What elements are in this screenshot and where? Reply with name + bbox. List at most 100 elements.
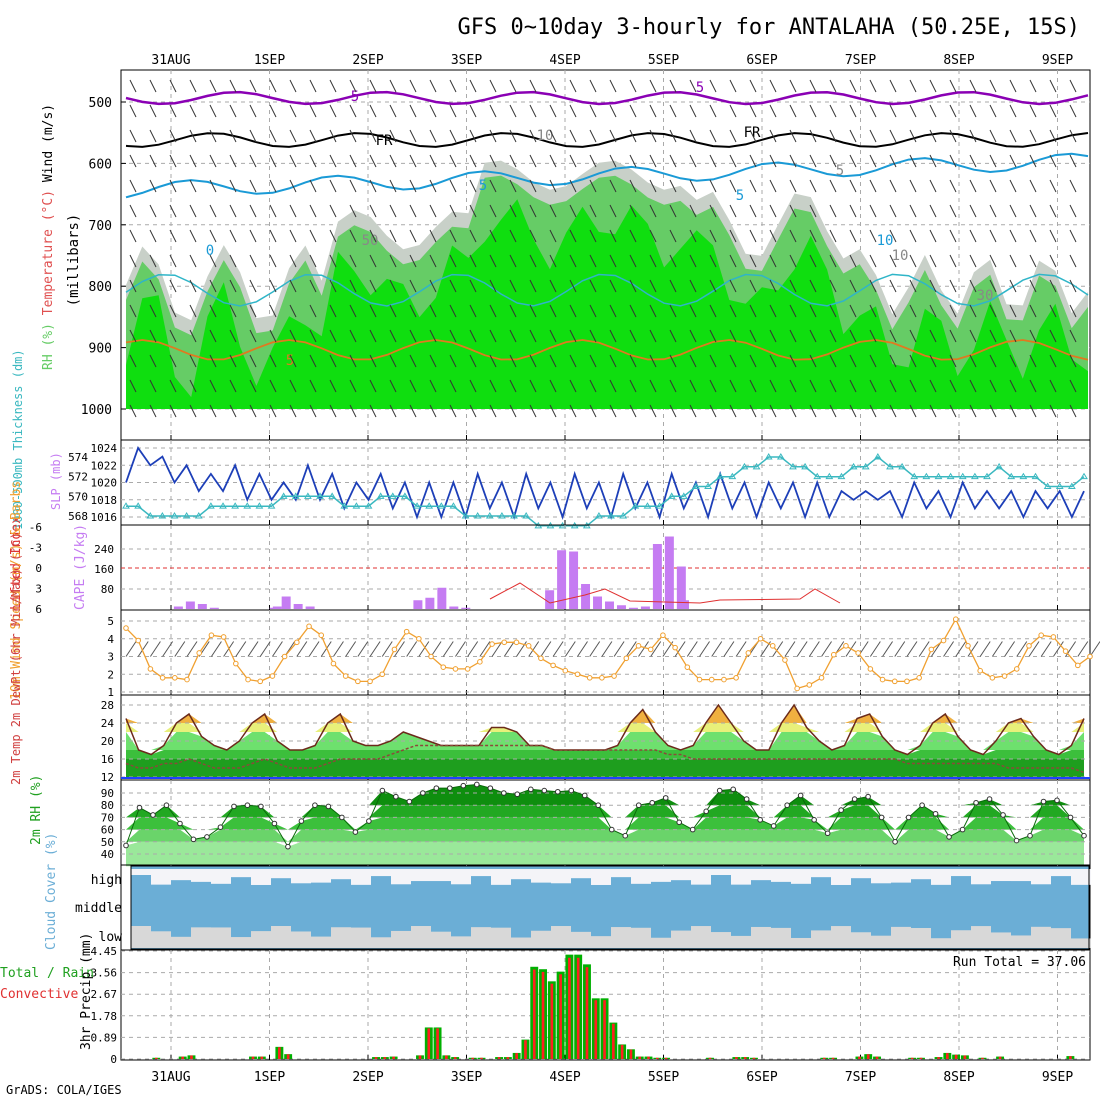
thickness-marker [1031, 472, 1040, 480]
wind-barb [209, 279, 217, 293]
wind-barb [969, 379, 977, 393]
wind-barb [869, 279, 877, 293]
wind-ylabel: 10m Wind Speed (m/s) & Barbs [9, 481, 24, 700]
wind-barb [929, 329, 937, 343]
rh-marker [231, 803, 237, 810]
cape-bar [652, 544, 662, 609]
thickness-marker [207, 502, 215, 509]
wind-marker [318, 632, 325, 639]
wind-barb [169, 379, 177, 393]
isotherm-minus5 [125, 90, 1089, 106]
wind-barb [1049, 354, 1057, 368]
thickness-marker [776, 453, 785, 460]
wind-barb [729, 379, 737, 393]
wind-barb [929, 229, 937, 243]
wind-tick-label: 3 [107, 651, 114, 664]
rh-marker [163, 802, 170, 809]
wind-marker [562, 667, 569, 674]
wind-barb [569, 254, 577, 268]
wind-barb [429, 354, 437, 368]
rh-marker [487, 785, 494, 791]
wind-barb [249, 104, 257, 118]
wind-barb [669, 79, 677, 93]
li-tick-label: 3 [35, 583, 42, 596]
wind-barb [589, 179, 597, 193]
wind-barb [689, 79, 697, 93]
wind-barb [137, 641, 149, 657]
wind-barb [749, 104, 757, 118]
thickness-marker [910, 472, 919, 480]
wind-barb [629, 79, 637, 93]
wind-barb [649, 104, 657, 118]
wind-barb [129, 254, 137, 268]
cape-bar [185, 601, 195, 609]
wind-barb [309, 254, 317, 268]
thickness-marker [679, 492, 688, 499]
wind-marker [855, 650, 861, 656]
wind-barb [969, 304, 977, 318]
convective-bar [260, 1056, 264, 1059]
wind-barb [829, 129, 837, 143]
thickness-marker [898, 462, 906, 470]
wind-barb [169, 229, 177, 243]
wind-barb [1009, 204, 1017, 218]
wind-barb [209, 129, 217, 143]
wind-barb [549, 104, 557, 118]
wind-barb [329, 304, 337, 318]
temp-band [126, 750, 1084, 759]
convective-bar [752, 1057, 756, 1059]
wind-barb [189, 254, 197, 268]
thickness-marker [595, 512, 603, 519]
wind-barb [889, 329, 897, 343]
thickness-marker [958, 472, 967, 480]
wind-barb [469, 179, 477, 193]
wind-barb [889, 229, 897, 243]
wind-barb [289, 354, 297, 368]
wind-barb [869, 254, 877, 268]
wind-barb [529, 79, 537, 93]
wind-barb [929, 279, 937, 293]
wind-barb [418, 641, 430, 657]
low-cloud-gap [251, 931, 271, 948]
wind-barb [469, 154, 477, 168]
rh-marker [946, 834, 952, 840]
low-cloud-gap [211, 927, 231, 948]
wind-barb [729, 304, 737, 318]
run-total: Run Total = 37.06 [953, 955, 1086, 970]
wind-barb [1069, 229, 1077, 243]
wind-barb [229, 379, 237, 393]
wind-barb [789, 79, 797, 93]
contour-label: FR [376, 133, 393, 149]
wind-barb [259, 641, 271, 657]
wind-barb [609, 79, 617, 93]
convective-bar [620, 1044, 624, 1059]
wind-barb [689, 354, 697, 368]
wind-barb [869, 379, 877, 393]
wind-barb [789, 179, 797, 193]
wind-barb [949, 254, 957, 268]
wind-barb [909, 129, 917, 143]
wind-barb [529, 154, 537, 168]
cape-bar [173, 606, 183, 609]
rh-marker [244, 802, 251, 809]
wind-barb [169, 154, 177, 168]
slp-tick-label: 1020 [91, 477, 118, 490]
wind-barb [889, 129, 897, 143]
isotherm-5 [125, 152, 1089, 199]
convective-bar [427, 1028, 431, 1059]
wind-barb [1049, 304, 1057, 318]
contour-label: 5 [286, 353, 294, 369]
wind-barb [1009, 79, 1017, 93]
convective-bar [374, 1057, 378, 1059]
wind-barb [609, 129, 617, 143]
thickness-marker [740, 462, 749, 470]
wind-barb [969, 254, 977, 268]
wind-barb [849, 154, 857, 168]
wind-barb [529, 204, 537, 218]
wind-barb [429, 329, 437, 343]
wind-barb [709, 379, 717, 393]
upper-air-panel: 500 600 700 800 900 1000 5 5 FR FR 5 5 10 0 10 50 30 10 5 5… [41, 69, 1091, 441]
thickness-marker [849, 462, 858, 470]
thickness-marker [873, 453, 882, 460]
wind-barb [149, 204, 157, 218]
